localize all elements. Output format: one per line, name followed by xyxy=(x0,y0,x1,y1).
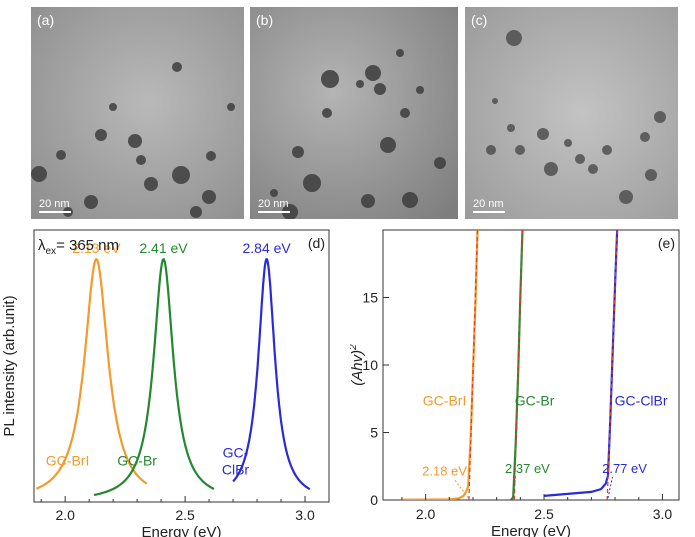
pl-chart-frame xyxy=(33,229,330,503)
tauc-bandgap-pointer xyxy=(607,476,614,499)
pl-series-name: GC-Br xyxy=(117,453,157,469)
tauc-bandgap-pointer xyxy=(512,476,516,499)
pl-x-ticks: 2.0 2.5 3.0 xyxy=(40,496,315,523)
excitation-value: = 365 nm xyxy=(56,237,119,254)
tauc-series-name: GC-ClBr xyxy=(615,393,668,409)
pl-x-tick-label: 3.0 xyxy=(295,507,315,523)
pl-x-tick-label: 2.0 xyxy=(55,507,75,523)
pl-series-0: 2.13 eV GC-BrI xyxy=(35,240,148,490)
tauc-series-name: GC-Br xyxy=(515,393,555,409)
panel-label-a: (a) xyxy=(37,12,55,28)
scale-bar-line-c xyxy=(473,211,505,213)
tauc-plot-border xyxy=(382,229,680,501)
tauc-bandgap-label: 2.18 eV xyxy=(422,464,467,479)
tauc-curve xyxy=(543,230,619,497)
scale-bar-line-a xyxy=(39,211,71,213)
tem-texture-c xyxy=(465,7,678,219)
tauc-axis-ticks: 2.0 2.5 3.0 0 5 10 15 xyxy=(362,290,672,523)
pl-series-name-line: GC-Br xyxy=(117,453,157,469)
pl-curve xyxy=(35,257,148,490)
pl-series-name-line: ClBr xyxy=(222,462,250,478)
scale-bar-b: 20 nm xyxy=(258,198,290,213)
tauc-bandgap-annotation-0: 2.18 eV GC-BrI xyxy=(422,393,469,499)
tauc-y-axis-label: (Ahv)2 xyxy=(350,344,366,386)
pl-series-name-line: GC-BrI xyxy=(46,453,90,469)
pl-peak-label: 2.84 eV xyxy=(243,240,292,256)
tem-image-a: (a) 20 nm xyxy=(31,7,244,219)
pl-series-group: 2.13 eV GC-BrI 2.41 eV GC-Br 2.84 eV GC-ClBr xyxy=(35,240,311,497)
tauc-series-0 xyxy=(401,230,479,500)
tauc-series-name: GC-BrI xyxy=(423,393,467,409)
tem-texture-b xyxy=(250,7,458,219)
pl-x-axis-label: Energy (eV) xyxy=(141,524,221,537)
scale-bar-label-a: 20 nm xyxy=(39,198,70,210)
pl-peak-label: 2.41 eV xyxy=(139,240,188,256)
tauc-bandgap-label: 2.37 eV xyxy=(505,461,550,476)
tauc-x-tick-label: 2.5 xyxy=(534,506,554,522)
pl-peak-label: 2.13 eV xyxy=(72,240,121,256)
tauc-series-group: 2.18 eV GC-BrI 2.37 eV GC-Br 2.77 eV GC-ClBr xyxy=(401,230,668,500)
pl-y-axis-label: PL intensity (arb.unit) xyxy=(1,295,18,436)
tauc-y-tick-label: 0 xyxy=(370,492,378,508)
excitation-subscript: ex xyxy=(46,246,57,257)
tauc-y-label-superscript: 2 xyxy=(350,344,359,351)
tauc-series-2 xyxy=(543,230,619,500)
scale-bar-a: 20 nm xyxy=(39,198,71,213)
tauc-bandgap-annotation-2: 2.77 eV GC-ClBr xyxy=(602,393,668,499)
tauc-y-label-main: (Ahv) xyxy=(350,350,366,386)
tauc-x-tick-label: 2.0 xyxy=(416,506,436,522)
tauc-bandgap-annotation-1: 2.37 eV GC-Br xyxy=(505,393,555,499)
panel-label-c: (c) xyxy=(471,12,488,28)
tauc-x-axis-label: Energy (eV) xyxy=(491,523,571,537)
excitation-wavelength-label: λex= 365 nm xyxy=(38,237,119,257)
scale-bar-c: 20 nm xyxy=(473,198,505,213)
excitation-lambda: λ xyxy=(38,237,46,254)
pl-plot-border xyxy=(33,229,330,503)
pl-panel-label: (d) xyxy=(308,235,325,251)
pl-series-name: GC-BrI xyxy=(46,453,90,469)
pl-x-tick-label: 2.5 xyxy=(175,507,195,523)
panel-label-b: (b) xyxy=(256,12,274,28)
tem-image-b: (b) 20 nm xyxy=(250,7,458,219)
pl-curve xyxy=(93,258,215,497)
scale-bar-label-b: 20 nm xyxy=(258,198,289,210)
pl-series-2: 2.84 eV GC-ClBr xyxy=(222,240,311,491)
tauc-curve xyxy=(510,230,524,500)
tauc-y-tick-label: 15 xyxy=(362,290,378,306)
tauc-x-tick-label: 3.0 xyxy=(653,506,673,522)
pl-series-name-line: GC- xyxy=(223,445,249,461)
tauc-chart-frame xyxy=(382,229,680,501)
tauc-y-tick-label: 10 xyxy=(362,357,378,373)
pl-series-1: 2.41 eV GC-Br xyxy=(93,240,215,497)
pl-curve xyxy=(232,258,311,491)
tauc-y-tick-label: 5 xyxy=(370,425,378,441)
tem-image-c: (c) 20 nm xyxy=(465,7,678,219)
scale-bar-line-b xyxy=(258,211,290,213)
tauc-series-1 xyxy=(510,230,524,500)
pl-series-name: GC-ClBr xyxy=(222,445,250,478)
tem-texture-a xyxy=(31,7,244,219)
tauc-panel-label: (e) xyxy=(658,235,675,251)
tauc-curve xyxy=(401,230,479,500)
tauc-bandgap-label: 2.77 eV xyxy=(602,461,647,476)
scale-bar-label-c: 20 nm xyxy=(473,198,504,210)
